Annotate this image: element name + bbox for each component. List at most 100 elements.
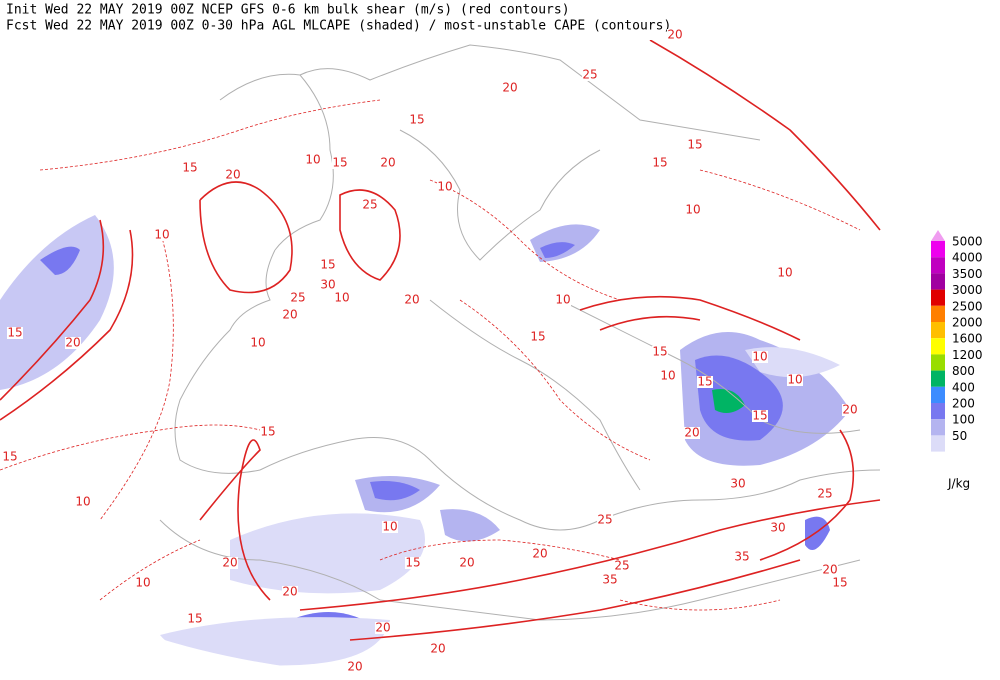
label-box [222,557,238,569]
shear-contour [299,499,881,611]
legend-swatch [931,257,945,274]
contour-label: 15 [187,612,202,626]
label-box [687,139,703,151]
contour-label: 10 [75,495,90,509]
contour-label: 15 [405,556,420,570]
label-box [437,181,453,193]
contour-label: 25 [582,68,597,82]
contour-label: 20 [282,308,297,322]
contour-label: 15 [530,330,545,344]
shear-contour [619,599,781,611]
contour-label: 10 [305,153,320,167]
shear-contour [339,189,401,281]
label-box [614,560,630,572]
contour-label: 20 [459,556,474,570]
contour-label: 15 [697,375,712,389]
coastlines [159,44,881,621]
contour-label: 15 [7,326,22,340]
label-box [777,267,793,279]
contour-label: 15 [687,138,702,152]
label-box [430,643,446,655]
contour-label: 25 [817,487,832,501]
label-box [362,199,378,211]
label-box [404,294,420,306]
label-box [382,521,398,533]
contour-label: 10 [135,576,150,590]
label-box [730,478,746,490]
legend-label: 50 [952,429,967,443]
contour-label: 25 [597,513,612,527]
shear-contour [0,424,261,471]
label-box [787,374,803,386]
label-box [684,427,700,439]
contour-label: 10 [555,293,570,307]
legend-unit: J/kg [947,477,970,491]
label-box [667,29,683,41]
legend-swatch [931,435,945,452]
legend: J/kg 5000 4000 3500 3000 2500 2000 1600 1200 800… [931,230,983,491]
label-box [260,426,276,438]
label-box [697,376,713,388]
label-box [602,574,618,586]
label-box [582,69,598,81]
shear-contours [0,40,881,641]
contour-labels: 20 25 20 15 15 15 10 15 20 15 20 10 25 10 10 15 30 10 25 20… [2,28,858,674]
contour-label: 20 [282,585,297,599]
label-box [225,169,241,181]
label-box [597,514,613,526]
label-box [7,327,23,339]
label-box [685,204,701,216]
contour-label: 15 [2,450,17,464]
contour-label: 30 [770,521,785,535]
contour-label: 30 [730,477,745,491]
contour-label: 15 [260,425,275,439]
shear-contour [199,181,293,294]
legend-swatch [931,370,945,387]
contour-label: 10 [437,180,452,194]
contour-label: 10 [382,520,397,534]
legend-swatch [931,419,945,436]
label-box [752,351,768,363]
legend-label: 200 [952,397,975,411]
shear-contour [379,539,621,561]
contour-label: 10 [777,266,792,280]
legend-swatch [931,354,945,371]
label-box [290,292,306,304]
header-line: Init Wed 22 MAY 2019 00Z NCEP GFS 0-6 km… [6,3,570,18]
label-box [380,157,396,169]
shear-contour [199,439,271,601]
cape-shading [0,215,850,666]
label-box [332,157,348,169]
label-box [842,404,858,416]
legend-label: 2000 [952,316,983,330]
contour-label: 25 [290,291,305,305]
contour-label: 10 [250,336,265,350]
legend-swatch [931,338,945,355]
legend-swatch [931,289,945,306]
label-box [652,346,668,358]
contour-label: 20 [404,293,419,307]
legend-label: 100 [952,413,975,427]
label-box [154,229,170,241]
label-box [320,279,336,291]
contour-label: 20 [842,403,857,417]
legend-label: 4000 [952,251,983,265]
contour-label: 20 [222,556,237,570]
map-area [0,40,881,666]
contour-label: 20 [502,81,517,95]
label-box [817,488,833,500]
label-box [282,309,298,321]
shear-contour [699,169,861,231]
label-box [532,548,548,560]
contour-label: 25 [614,559,629,573]
legend-label: 1600 [952,332,983,346]
contour-label: 20 [225,168,240,182]
label-box [409,114,425,126]
contour-label: 20 [65,336,80,350]
label-box [347,661,363,673]
label-box [75,496,91,508]
contour-label: 15 [182,161,197,175]
contour-label: 20 [684,426,699,440]
contour-label: 15 [409,113,424,127]
